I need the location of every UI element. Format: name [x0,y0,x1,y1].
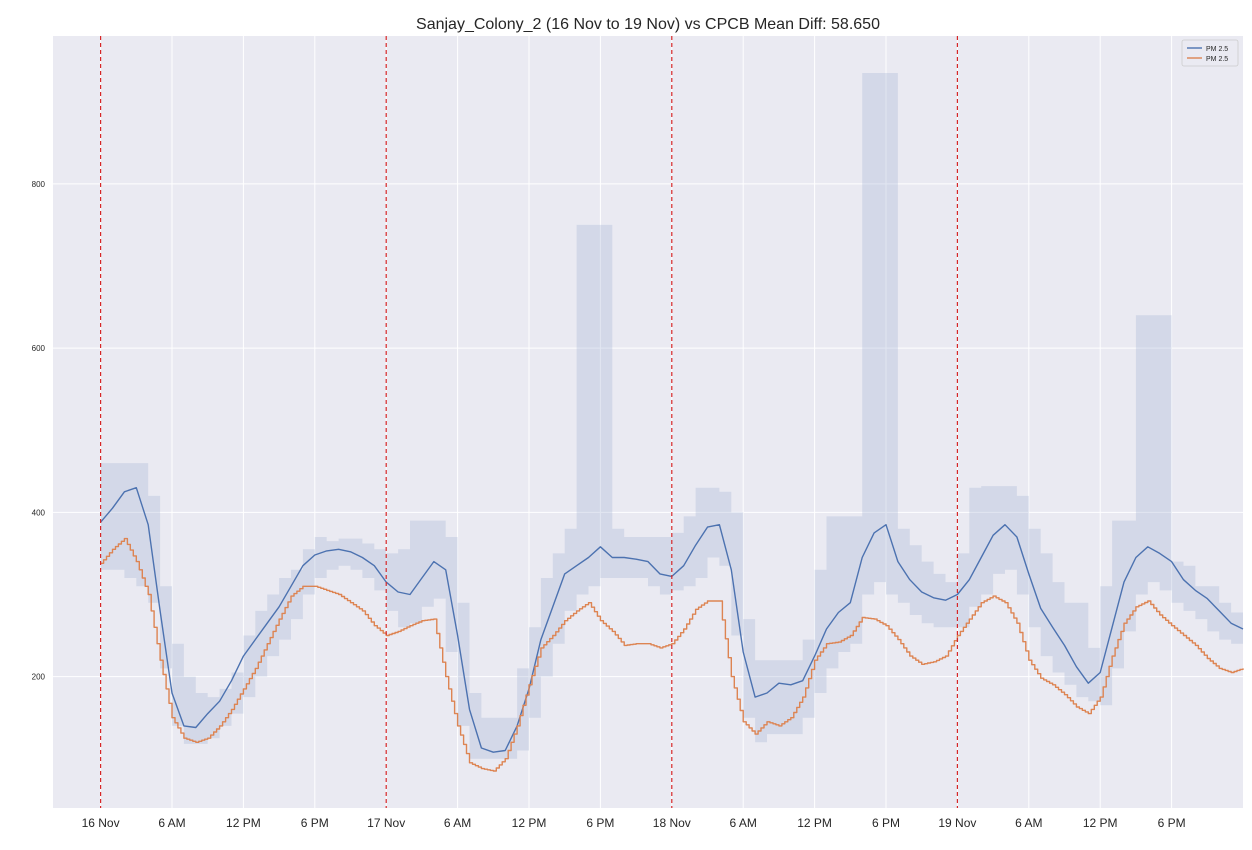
y-tick-label: 400 [32,508,46,517]
confidence-band [100,73,1244,759]
x-tick-label: 6 PM [872,816,900,830]
x-tick-label: 6 AM [444,816,471,830]
chart-title: Sanjay_Colony_2 (16 Nov to 19 Nov) vs CP… [416,16,880,33]
x-tick-label: 6 PM [1158,816,1186,830]
x-tick-label: 6 AM [158,816,185,830]
x-tick-label: 6 AM [1015,816,1042,830]
x-tick-label: 6 AM [730,816,757,830]
x-axis-ticks: 16 Nov 6 AM 12 PM 6 PM 17 Nov 6 AM 12 PM 6 PM 18… [82,816,1186,830]
x-tick-label: 19 Nov [938,816,976,830]
x-tick-label: 17 Nov [367,816,405,830]
x-tick-label: 12 PM [226,816,261,830]
y-axis-ticks: 200 400 600 800 [32,180,46,682]
y-tick-label: 200 [32,673,46,682]
legend: PM 2.5 PM 2.5 [1181,39,1239,67]
legend-label: PM 2.5 [1206,46,1228,53]
x-tick-label: 12 PM [1083,816,1118,830]
x-tick-label: 6 PM [301,816,329,830]
x-tick-label: 12 PM [797,816,832,830]
y-tick-label: 600 [32,344,46,353]
x-tick-label: 6 PM [586,816,614,830]
x-tick-label: 16 Nov [82,816,120,830]
series-line-2 [100,537,1244,772]
legend-label: PM 2.5 [1206,56,1228,63]
band-area [100,73,1244,759]
x-tick-label: 18 Nov [653,816,691,830]
legend-box [1181,39,1239,67]
day-boundary-lines [99,36,959,808]
y-tick-label: 800 [32,180,46,189]
x-tick-label: 12 PM [512,816,547,830]
